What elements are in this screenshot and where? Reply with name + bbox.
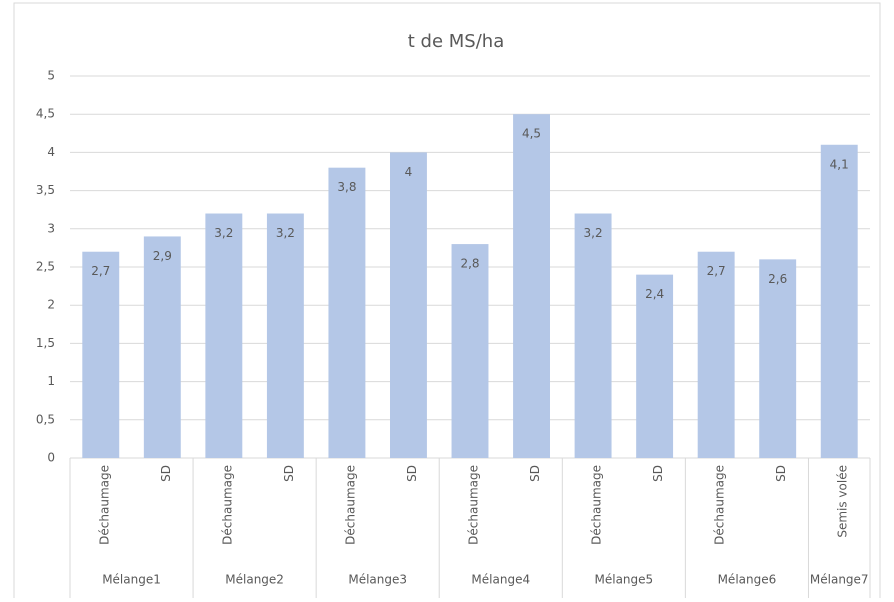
y-tick-label: 0,5 [36, 412, 55, 426]
x-tick-label: Déchaumage [590, 465, 604, 545]
group-label: Mélange3 [348, 573, 407, 587]
bar [266, 213, 304, 458]
x-tick-label: Déchaumage [343, 465, 357, 545]
data-label: 2,7 [707, 264, 726, 278]
bar [697, 251, 735, 458]
bar [143, 236, 181, 458]
x-tick-label: SD [282, 465, 296, 482]
bar [390, 152, 427, 458]
bar [328, 167, 366, 458]
bar [82, 251, 120, 458]
x-tick-label: SD [405, 465, 419, 482]
bar [451, 244, 489, 458]
bar [205, 213, 243, 458]
group-label: Mélange5 [595, 573, 654, 587]
data-label: 3,8 [337, 180, 356, 194]
y-tick-label: 4 [47, 145, 55, 159]
data-label: 3,2 [584, 226, 603, 240]
y-tick-label: 2,5 [36, 260, 55, 274]
data-label: 3,2 [214, 226, 233, 240]
x-tick-label: Semis volée [836, 465, 850, 538]
group-label: Mélange7 [810, 573, 869, 587]
x-tick-label: SD [159, 465, 173, 482]
chart-title: t de MS/ha [408, 31, 504, 52]
group-label: Mélange4 [471, 573, 530, 587]
x-tick-label: Déchaumage [97, 465, 111, 545]
group-label: Mélange6 [718, 573, 777, 587]
y-tick-label: 1 [47, 374, 55, 388]
bar [636, 274, 674, 458]
y-tick-label: 3,5 [36, 183, 55, 197]
bar [759, 259, 797, 458]
y-tick-label: 5 [47, 69, 55, 83]
bar [820, 144, 858, 458]
data-label: 4 [405, 165, 413, 179]
data-label: 4,1 [830, 157, 849, 171]
y-tick-label: 2 [47, 298, 55, 312]
x-tick-label: SD [528, 465, 542, 482]
x-tick-label: Déchaumage [713, 465, 727, 545]
data-label: 2,8 [460, 257, 479, 271]
y-tick-label: 4,5 [36, 107, 55, 121]
group-label: Mélange2 [225, 573, 284, 587]
x-tick-label: Déchaumage [467, 465, 481, 545]
x-tick-label: SD [651, 465, 665, 482]
data-label: 4,5 [522, 127, 541, 141]
group-label: Mélange1 [102, 573, 161, 587]
x-tick-label: Déchaumage [220, 465, 234, 545]
data-label: 2,9 [153, 249, 172, 263]
data-label: 2,4 [645, 287, 664, 301]
y-tick-label: 0 [47, 451, 55, 465]
data-label: 2,7 [91, 264, 110, 278]
x-tick-label: SD [774, 465, 788, 482]
bar [574, 213, 612, 458]
y-tick-label: 3 [47, 221, 55, 235]
data-label: 2,6 [768, 272, 787, 286]
data-label: 3,2 [276, 226, 295, 240]
y-tick-label: 1,5 [36, 336, 55, 350]
bar [513, 114, 550, 458]
